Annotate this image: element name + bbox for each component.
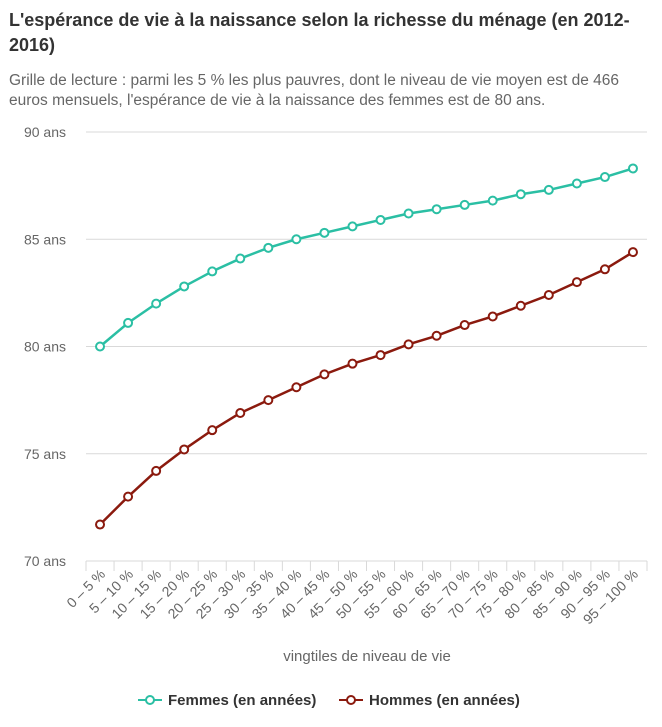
data-point-femmes[interactable] — [375, 214, 386, 225]
data-point-hommes[interactable] — [291, 382, 302, 393]
data-point-hommes[interactable] — [403, 339, 414, 350]
data-point-hommes[interactable] — [179, 444, 190, 455]
data-point-hommes[interactable] — [123, 491, 134, 502]
y-tick-label: 90 ans — [24, 124, 66, 140]
data-point-hommes[interactable] — [571, 277, 582, 288]
series-line-femmes[interactable] — [99, 167, 634, 348]
data-point-hommes[interactable] — [515, 300, 526, 311]
data-point-femmes[interactable] — [599, 172, 610, 183]
legend-hommes-label: Hommes (en années) — [369, 691, 520, 709]
data-point-hommes[interactable] — [487, 311, 498, 322]
data-point-hommes[interactable] — [319, 369, 330, 380]
legend-femmes-dot — [145, 695, 155, 705]
data-point-femmes[interactable] — [235, 253, 246, 264]
data-point-hommes[interactable] — [235, 407, 246, 418]
data-point-femmes[interactable] — [459, 199, 470, 210]
data-point-femmes[interactable] — [403, 208, 414, 219]
legend-hommes-marker-icon — [339, 695, 363, 705]
y-tick-label: 85 ans — [24, 231, 66, 247]
chart-subtitle: Grille de lecture : parmi les 5 % les pl… — [9, 72, 619, 109]
chart-title: L'espérance de vie à la naissance selon … — [9, 10, 630, 55]
data-point-femmes[interactable] — [515, 189, 526, 200]
y-tick-label: 70 ans — [24, 553, 66, 569]
data-point-hommes[interactable] — [459, 320, 470, 331]
data-point-femmes[interactable] — [431, 204, 442, 215]
data-point-femmes[interactable] — [179, 281, 190, 292]
data-point-femmes[interactable] — [95, 341, 106, 352]
data-point-hommes[interactable] — [95, 519, 106, 530]
legend-item-hommes[interactable]: Hommes (en années) — [339, 688, 520, 712]
data-point-femmes[interactable] — [291, 234, 302, 245]
data-point-hommes[interactable] — [207, 425, 218, 436]
data-point-femmes[interactable] — [207, 266, 218, 277]
data-point-hommes[interactable] — [375, 350, 386, 361]
x-axis-label: vingtiles de niveau de vie — [283, 648, 451, 665]
series-line-hommes[interactable] — [99, 251, 634, 526]
legend: Femmes (en années) Hommes (en années) — [0, 688, 662, 712]
data-point-hommes[interactable] — [347, 358, 358, 369]
data-point-femmes[interactable] — [543, 184, 554, 195]
legend-hommes-dot — [346, 695, 356, 705]
data-point-hommes[interactable] — [263, 395, 274, 406]
data-point-femmes[interactable] — [571, 178, 582, 189]
y-tick-label: 80 ans — [24, 339, 66, 355]
data-point-hommes[interactable] — [627, 247, 638, 258]
data-point-femmes[interactable] — [319, 227, 330, 238]
data-point-femmes[interactable] — [627, 163, 638, 174]
data-point-femmes[interactable] — [123, 317, 134, 328]
data-point-hommes[interactable] — [151, 465, 162, 476]
legend-femmes-label: Femmes (en années) — [168, 691, 317, 709]
legend-femmes-marker-icon — [138, 695, 162, 705]
y-tick-label: 75 ans — [24, 446, 66, 462]
data-point-hommes[interactable] — [431, 330, 442, 341]
data-point-femmes[interactable] — [151, 298, 162, 309]
data-point-femmes[interactable] — [487, 195, 498, 206]
data-point-hommes[interactable] — [543, 290, 554, 301]
data-point-femmes[interactable] — [347, 221, 358, 232]
data-point-femmes[interactable] — [263, 242, 274, 253]
data-point-hommes[interactable] — [599, 264, 610, 275]
legend-item-femmes[interactable]: Femmes (en années) — [138, 688, 316, 712]
